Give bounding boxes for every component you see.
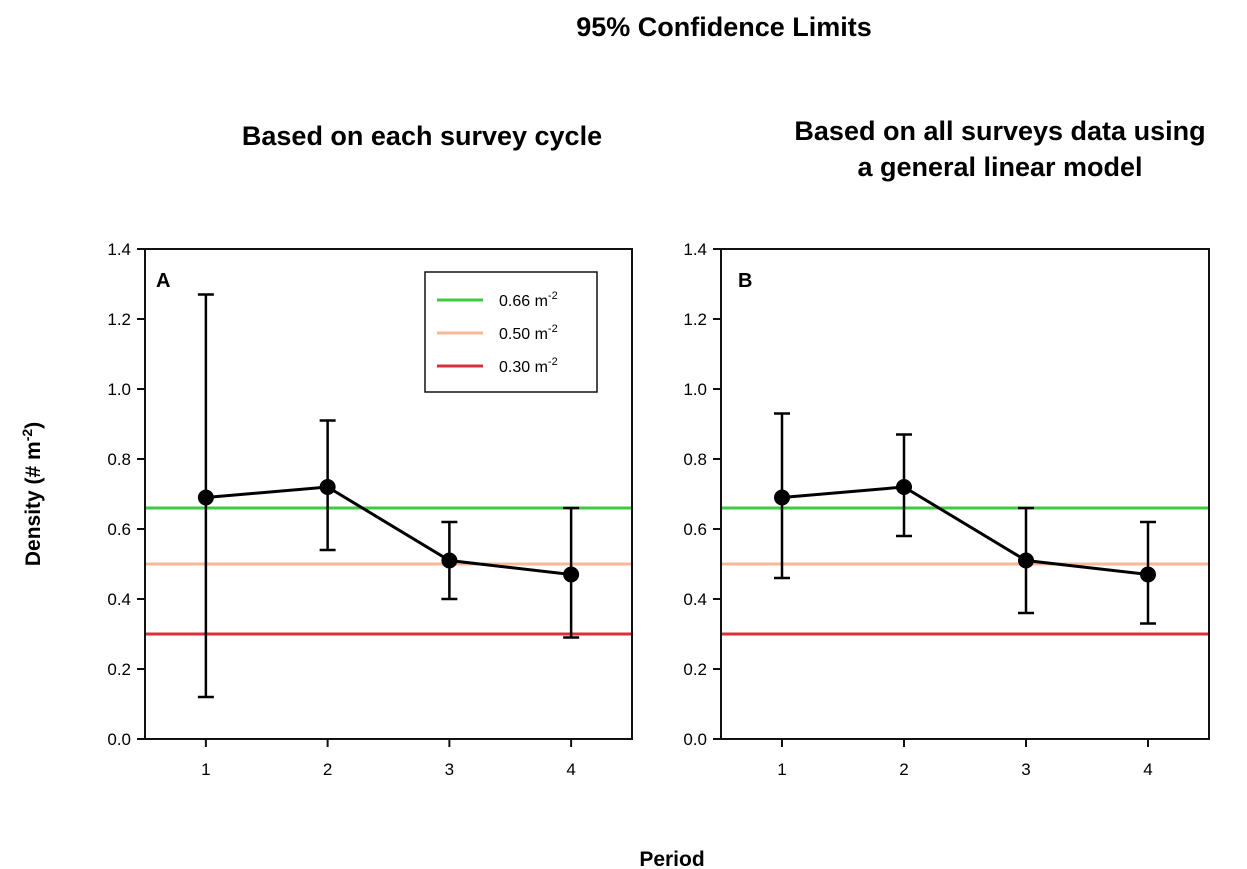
panel-b-x-tick-label-2: 2 bbox=[899, 760, 908, 779]
panel-a-y-tick-label-5: 0.8 bbox=[107, 450, 131, 469]
panel-a-legend-label-3: 0.30 m-2 bbox=[499, 356, 558, 376]
y-axis-title: Density (# m-2) bbox=[19, 422, 45, 566]
panel-a-letter: A bbox=[156, 270, 170, 292]
panel-a-data-point-4 bbox=[563, 566, 580, 583]
y-axis-title-close: ) bbox=[22, 422, 45, 429]
panel-b-data-point-2 bbox=[896, 479, 912, 495]
panel-b-frame bbox=[720, 248, 1210, 740]
y-axis-title-base: Density (# m bbox=[22, 441, 45, 566]
panel-a-data-point-1 bbox=[197, 489, 214, 506]
panel-b-y-tick-label-7: 1.2 bbox=[683, 310, 707, 329]
panel-a-y-tick-label-3: 0.4 bbox=[107, 590, 131, 609]
x-axis-title: Period bbox=[639, 848, 704, 869]
panel-a-y-tick-label-1: 0.0 bbox=[107, 730, 131, 749]
panel-b-title-line-2: a general linear model bbox=[857, 152, 1142, 182]
panel-a-y-tick-label-4: 0.6 bbox=[107, 520, 131, 539]
panel-a-frame bbox=[144, 248, 633, 740]
panel-a-legend-label-base-2: 0.50 m bbox=[499, 326, 548, 343]
panel-a-legend-label-2: 0.50 m-2 bbox=[499, 323, 558, 343]
panel-b-title: Based on all surveys data using a genera… bbox=[794, 116, 1205, 182]
panel-a-y-tick-label-7: 1.2 bbox=[107, 310, 131, 329]
panel-b-y-tick-label-5: 0.8 bbox=[683, 450, 707, 469]
panel-a-legend-label-base-1: 0.66 m bbox=[499, 293, 548, 310]
panel-b-plot: 0.0 0.2 0.4 0.6 0.8 1.0 1.2 1.4 1 2 3 4 B bbox=[683, 240, 1210, 779]
panel-b-y-tick-label-3: 0.4 bbox=[683, 590, 707, 609]
panel-a-y-tick-label-2: 0.2 bbox=[107, 660, 131, 679]
panel-a-legend-label-exponent-2: -2 bbox=[548, 323, 558, 335]
panel-b-series-line bbox=[781, 485, 1149, 576]
panel-a-legend-label-1: 0.66 m-2 bbox=[499, 290, 558, 310]
panel-b-data-point-3 bbox=[1018, 552, 1034, 569]
panel-a-x-tick-label-2: 2 bbox=[323, 760, 332, 779]
panel-a-legend-label-exponent-1: -2 bbox=[548, 290, 558, 302]
panel-a-plot: 0.00.20.40.60.81.01.21.41 2 3 4A0.66 m-20.5… bbox=[107, 240, 633, 779]
panel-a-legend-label-base-3: 0.30 m bbox=[499, 359, 548, 376]
panel-a-y-tick-label-6: 1.0 bbox=[107, 380, 131, 399]
panel-a-x-tick-label-3: 3 bbox=[445, 760, 454, 779]
panel-a-data-point-3 bbox=[441, 552, 458, 569]
panel-a-legend: 0.66 m-20.50 m-20.30 m-2 bbox=[424, 271, 598, 393]
panel-b-x-tick-label-1: 1 bbox=[777, 760, 786, 779]
y-axis-title-exponent: -2 bbox=[19, 429, 35, 442]
panel-a-title: Based on each survey cycle bbox=[242, 121, 602, 151]
panel-b-x-tick-label-3: 3 bbox=[1021, 760, 1030, 779]
panel-a-legend-label-exponent-3: -2 bbox=[548, 356, 558, 368]
panel-a-x-tick-label-4: 4 bbox=[566, 760, 575, 779]
panel-b-y-tick-label-1: 0.0 bbox=[683, 730, 707, 749]
panel-b-y-tick-label-2: 0.2 bbox=[683, 660, 707, 679]
panel-b-y-tick-label-6: 1.0 bbox=[683, 380, 707, 399]
panel-b-data-point-1 bbox=[774, 489, 790, 506]
panel-a-y-tick-label-8: 1.4 bbox=[107, 240, 131, 259]
panel-b-y-tick-label-8: 1.4 bbox=[683, 240, 707, 259]
panel-b-title-line-1: Based on all surveys data using bbox=[794, 116, 1205, 146]
panel-b-y-tick-label-4: 0.6 bbox=[683, 520, 707, 539]
panel-b-letter: B bbox=[738, 270, 752, 292]
panel-b-x-tick-label-4: 4 bbox=[1143, 760, 1152, 779]
panel-a-series-line bbox=[205, 485, 572, 576]
panel-a-data-point-2 bbox=[319, 479, 336, 495]
panel-b-data-point-4 bbox=[1140, 566, 1156, 583]
panel-a-title-line-1: Based on each survey cycle bbox=[242, 121, 602, 151]
figure-title: 95% Confidence Limits bbox=[576, 12, 872, 42]
panel-a-x-tick-label-1: 1 bbox=[201, 760, 210, 779]
